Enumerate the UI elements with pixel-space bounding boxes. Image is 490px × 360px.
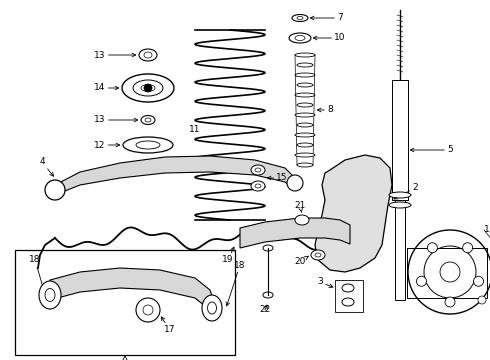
Text: 22: 22 [259, 305, 270, 315]
Ellipse shape [295, 53, 315, 57]
Ellipse shape [141, 116, 155, 125]
Polygon shape [315, 155, 392, 272]
Ellipse shape [141, 85, 155, 91]
PathPatch shape [55, 156, 295, 195]
Ellipse shape [122, 74, 174, 102]
Text: 19: 19 [222, 247, 234, 265]
Ellipse shape [295, 113, 315, 117]
Ellipse shape [297, 143, 313, 147]
Ellipse shape [389, 202, 411, 208]
Ellipse shape [295, 153, 315, 157]
Circle shape [440, 262, 460, 282]
Text: 7: 7 [352, 206, 371, 215]
Text: 12: 12 [94, 140, 120, 149]
Ellipse shape [255, 184, 261, 188]
Text: 3: 3 [317, 278, 333, 288]
Text: 13: 13 [94, 116, 138, 125]
Text: 17: 17 [161, 317, 176, 334]
Text: 14: 14 [94, 84, 119, 93]
PathPatch shape [50, 268, 215, 320]
Circle shape [463, 243, 473, 253]
Ellipse shape [297, 17, 303, 19]
Ellipse shape [295, 93, 315, 97]
Text: 18: 18 [29, 256, 50, 309]
Text: 20: 20 [294, 256, 309, 266]
Bar [392, 80, 408, 200]
Circle shape [445, 297, 455, 307]
Text: 1: 1 [484, 225, 490, 234]
Circle shape [136, 298, 160, 322]
Text: 5: 5 [410, 145, 453, 154]
Text: 6: 6 [353, 224, 371, 233]
Ellipse shape [297, 103, 313, 107]
Text: 21: 21 [294, 201, 306, 212]
Ellipse shape [251, 181, 265, 191]
Bar [395, 200, 405, 300]
Ellipse shape [341, 183, 349, 188]
Text: 9: 9 [362, 180, 368, 189]
Text: 10: 10 [313, 33, 346, 42]
Ellipse shape [263, 292, 273, 298]
Text: 4: 4 [39, 158, 53, 176]
Ellipse shape [311, 250, 325, 260]
Ellipse shape [336, 225, 344, 230]
Ellipse shape [297, 83, 313, 87]
Ellipse shape [255, 168, 261, 172]
Text: 11: 11 [189, 126, 201, 135]
Ellipse shape [123, 137, 173, 153]
Ellipse shape [295, 73, 315, 77]
Ellipse shape [39, 281, 61, 309]
Ellipse shape [297, 63, 313, 67]
Circle shape [473, 276, 484, 286]
Ellipse shape [297, 163, 313, 167]
Ellipse shape [145, 118, 151, 122]
Ellipse shape [295, 215, 309, 225]
Ellipse shape [263, 245, 273, 251]
Bar [15, 250, 235, 355]
Circle shape [143, 305, 153, 315]
Ellipse shape [202, 295, 222, 321]
Circle shape [45, 180, 65, 200]
Ellipse shape [342, 298, 354, 306]
Text: 7: 7 [310, 13, 343, 22]
Ellipse shape [144, 52, 152, 58]
PathPatch shape [240, 218, 350, 248]
Ellipse shape [251, 165, 265, 175]
Text: 18: 18 [226, 261, 246, 306]
Circle shape [144, 84, 152, 92]
Bar [407, 248, 487, 298]
Circle shape [427, 243, 438, 253]
Ellipse shape [295, 36, 305, 40]
Ellipse shape [342, 284, 354, 292]
Text: 8: 8 [318, 105, 333, 114]
Circle shape [424, 246, 476, 298]
Ellipse shape [295, 133, 315, 137]
Text: 2: 2 [394, 184, 418, 199]
Ellipse shape [139, 49, 157, 61]
Ellipse shape [337, 208, 343, 211]
Ellipse shape [292, 14, 308, 22]
Ellipse shape [389, 192, 411, 198]
Ellipse shape [331, 207, 349, 213]
Circle shape [287, 175, 303, 191]
Ellipse shape [133, 80, 163, 96]
Ellipse shape [315, 253, 321, 257]
Text: 13: 13 [94, 50, 136, 59]
Circle shape [478, 296, 486, 304]
Ellipse shape [330, 223, 350, 233]
Ellipse shape [136, 141, 160, 149]
Ellipse shape [289, 33, 311, 43]
Bar [335, 280, 363, 312]
Ellipse shape [45, 288, 55, 302]
Ellipse shape [207, 302, 217, 314]
Circle shape [408, 230, 490, 314]
Circle shape [416, 276, 426, 286]
Ellipse shape [297, 123, 313, 127]
Text: 15: 15 [268, 174, 288, 183]
